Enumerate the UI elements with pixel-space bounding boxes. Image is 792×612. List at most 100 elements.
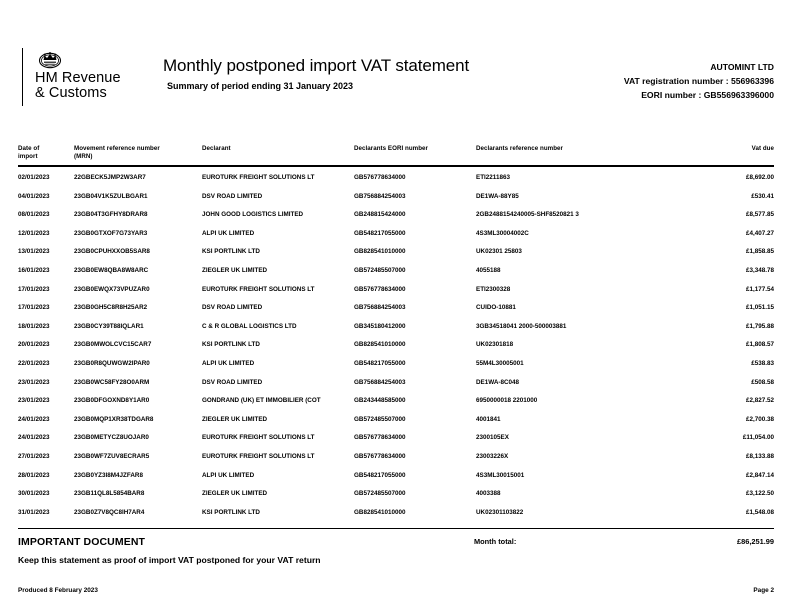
cell-declarants-reference: 23003226X xyxy=(476,452,509,460)
table-row: 12/01/2023 23GB0GTXOF7G73YAR3 ALPI UK LIMI… xyxy=(18,224,774,243)
cell-date-of-import: 02/01/2023 xyxy=(18,174,50,181)
statement-table-container: Date of import Movement reference number… xyxy=(18,145,774,546)
cell-declarant: ZIEGLER UK LIMITED xyxy=(202,490,268,498)
cell-declarant: DSV ROAD LIMITED xyxy=(202,192,263,200)
cell-declarant: DSV ROAD LIMITED xyxy=(202,378,263,386)
cell-mrn: 23GB0EW8QBA8W8ARC xyxy=(74,266,149,274)
hmrc-logo: HM Revenue & Customs xyxy=(22,48,121,106)
cell-declarant: KSI PORTLINK LTD xyxy=(202,508,260,516)
cell-declarants-eori: GB345180412000 xyxy=(354,322,406,330)
cell-declarant: ZIEGLER UK LIMITED xyxy=(202,266,268,274)
cell-mrn: 23GB0R8QUWGW2IPAR0 xyxy=(74,359,150,367)
cell-vat-due: £1,051.15 xyxy=(745,304,774,312)
cell-declarants-reference: 4055188 xyxy=(476,266,501,274)
cell-declarants-eori: GB828541010000 xyxy=(354,341,406,349)
cell-date-of-import: 20/01/2023 xyxy=(18,341,50,349)
cell-declarants-eori: GB756884254003 xyxy=(354,192,406,200)
column-header-mrn: Movement reference number (MRN) xyxy=(74,145,160,160)
table-row: 31/01/2023 23GB0Z7V8QC8IH7AR4 KSI PORTLINK… xyxy=(18,503,774,522)
cell-vat-due: £1,808.57 xyxy=(745,341,774,349)
cell-date-of-import: 31/01/2023 xyxy=(18,508,50,516)
cell-declarant: JOHN GOOD LOGISTICS LIMITED xyxy=(202,211,304,219)
cell-declarant: C & R GLOBAL LOGISTICS LTD xyxy=(202,322,297,330)
cell-date-of-import: 24/01/2023 xyxy=(18,434,50,442)
cell-declarant: KSI PORTLINK LTD xyxy=(202,248,260,256)
cell-declarants-reference: DE1WA-88Y85 xyxy=(476,192,519,200)
cell-date-of-import: 22/01/2023 xyxy=(18,359,50,367)
table-body: 02/01/2023 22GBECK5JMP2W3AR7 EUROTURK FREI… xyxy=(18,166,774,522)
cell-mrn: 23GB0MQP1XR38TDGAR8 xyxy=(74,415,154,423)
cell-mrn: 23GB0DFGOXND8Y1AR0 xyxy=(74,397,150,405)
cell-vat-due: £1,795.88 xyxy=(745,322,774,330)
cell-declarants-eori: GB572485507000 xyxy=(354,490,406,498)
cell-mrn: 23GB0METYCZ8UOJAR0 xyxy=(74,434,149,442)
eori-number: EORI number : GB556963396000 xyxy=(641,90,774,100)
cell-declarants-eori: GB243448585000 xyxy=(354,397,406,405)
cell-mrn: 23GB0WF7ZUV8ECRAR5 xyxy=(74,452,150,460)
column-header-declarant: Declarant xyxy=(202,145,231,152)
cell-date-of-import: 27/01/2023 xyxy=(18,452,50,460)
cell-vat-due: £1,858.85 xyxy=(745,248,774,256)
table-row: 13/01/2023 23GB0CPUHXXOB5SAR8 KSI PORTLINK… xyxy=(18,243,774,262)
cell-mrn: 23GB04T3GFHY8DRAR8 xyxy=(74,211,148,219)
table-row: 20/01/2023 23GB0MWOLCVC15CAR7 KSI PORTLINK… xyxy=(18,336,774,355)
cell-date-of-import: 28/01/2023 xyxy=(18,471,50,479)
cell-mrn: 23GB0WC58FY28O0ARM xyxy=(74,378,150,386)
cell-declarant: ALPI UK LIMITED xyxy=(202,471,255,479)
statement-table: Date of import Movement reference number… xyxy=(18,145,774,522)
cell-declarants-reference: 4003388 xyxy=(476,490,501,498)
table-row: 17/01/2023 23GB0EWQX73VPUZAR0 EUROTURK FRE… xyxy=(18,280,774,299)
table-row: 17/01/2023 23GB0GH5C8R8H25AR2 DSV ROAD LIM… xyxy=(18,299,774,318)
cell-declarant: DSV ROAD LIMITED xyxy=(202,304,263,312)
cell-declarant: ALPI UK LIMITED xyxy=(202,359,255,367)
cell-date-of-import: 17/01/2023 xyxy=(18,285,50,293)
cell-date-of-import: 24/01/2023 xyxy=(18,415,50,423)
cell-declarants-eori: GB548217055000 xyxy=(354,359,406,367)
table-row: 22/01/2023 23GB0R8QUWGW2IPAR0 ALPI UK LIMI… xyxy=(18,355,774,374)
cell-vat-due: £530.41 xyxy=(751,192,774,200)
table-row: 28/01/2023 23GB0YZ3I8M4JZFAR8 ALPI UK LIMI… xyxy=(18,466,774,485)
cell-declarants-eori: GB576778634000 xyxy=(354,174,406,181)
cell-declarants-reference: ETI2211863 xyxy=(476,174,510,181)
cell-date-of-import: 13/01/2023 xyxy=(18,248,50,256)
cell-date-of-import: 17/01/2023 xyxy=(18,304,50,312)
cell-declarants-reference: UK02301103822 xyxy=(476,508,524,516)
table-row: 30/01/2023 23GB11QL8L5854BAR8 ZIEGLER UK L… xyxy=(18,485,774,504)
table-header: Date of import Movement reference number… xyxy=(18,145,774,166)
cell-declarants-eori: GB828541010000 xyxy=(354,508,406,516)
cell-declarant: ALPI UK LIMITED xyxy=(202,229,255,237)
cell-date-of-import: 18/01/2023 xyxy=(18,322,50,330)
cell-mrn: 22GBECK5JMP2W3AR7 xyxy=(74,174,146,181)
cell-date-of-import: 08/01/2023 xyxy=(18,211,50,219)
table-row: 24/01/2023 23GB0MQP1XR38TDGAR8 ZIEGLER UK … xyxy=(18,410,774,429)
cell-vat-due: £2,827.52 xyxy=(745,397,774,405)
cell-declarants-reference: UK02301 25803 xyxy=(476,248,522,256)
page-title: Monthly postponed import VAT statement xyxy=(163,56,470,75)
cell-vat-due: £538.83 xyxy=(751,359,774,367)
cell-declarants-eori: GB756884254003 xyxy=(354,304,406,312)
cell-mrn: 23GB0EWQX73VPUZAR0 xyxy=(74,285,150,293)
cell-mrn: 23GB0MWOLCVC15CAR7 xyxy=(74,341,152,349)
month-total-label: Month total: xyxy=(474,536,517,546)
cell-mrn: 23GB0CY39T88IQLAR1 xyxy=(74,322,144,330)
trader-name: AUTOMINT LTD xyxy=(710,62,774,72)
cell-declarants-reference: ETI2300328 xyxy=(476,285,511,293)
cell-mrn: 23GB04V1K5ZULBGAR1 xyxy=(74,192,148,200)
cell-date-of-import: 23/01/2023 xyxy=(18,397,50,405)
table-row: 23/01/2023 23GB0DFGOXND8Y1AR0 GONDRAND (UK… xyxy=(18,392,774,411)
cell-declarants-reference: 3GB34518041 2000-500003881 xyxy=(476,322,567,330)
cell-vat-due: £1,548.08 xyxy=(745,508,774,516)
document-footer: IMPORTANT DOCUMENT Keep this statement a… xyxy=(18,536,774,594)
column-header-declarants-reference: Declarants reference number xyxy=(476,145,563,152)
cell-declarants-reference: 6950000018 2201000 xyxy=(476,397,538,405)
cell-date-of-import: 23/01/2023 xyxy=(18,378,50,386)
royal-crown-icon xyxy=(38,52,62,69)
cell-vat-due: £2,700.38 xyxy=(745,415,774,423)
cell-vat-due: £8,692.00 xyxy=(745,174,774,181)
page-subtitle: Summary of period ending 31 January 2023 xyxy=(167,81,354,91)
table-row: 24/01/2023 23GB0METYCZ8UOJAR0 EUROTURK FRE… xyxy=(18,429,774,448)
table-header-row: Date of import Movement reference number… xyxy=(18,145,774,166)
month-total-value: £86,251.99 xyxy=(737,536,774,546)
cell-declarants-reference: 4S3ML30015001 xyxy=(476,471,525,479)
